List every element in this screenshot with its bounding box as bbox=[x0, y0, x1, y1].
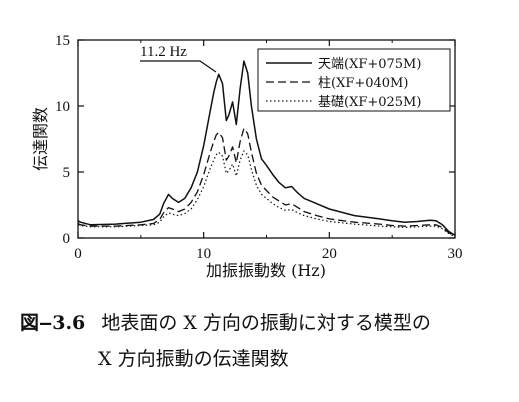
x-tick-label: 0 bbox=[74, 246, 82, 262]
y-tick-label: 5 bbox=[63, 165, 71, 181]
series-line-dotted bbox=[77, 150, 456, 238]
caption-line-2: X 方向振動の伝達関数 bbox=[98, 344, 289, 371]
y-tick-label: 0 bbox=[63, 231, 71, 247]
peak-annotation: 11.2 Hz bbox=[140, 44, 217, 73]
x-tick-label: 10 bbox=[196, 246, 211, 262]
y-axis-label: 伝達関数 bbox=[31, 107, 50, 171]
legend-label-tenbata: 天端(XF+075M) bbox=[318, 57, 421, 72]
caption-text-2: X 方向振動の伝達関数 bbox=[98, 348, 289, 370]
axis-ticks: 0 10 20 30 0 5 10 15 bbox=[55, 33, 463, 262]
legend-label-hashira: 柱(XF+040M) bbox=[318, 76, 408, 91]
caption-line-1: 図‒3.6 地表面の X 方向の振動に対する模型の bbox=[20, 308, 431, 335]
x-axis-label: 加振振動数 (Hz) bbox=[206, 261, 326, 280]
series-line-dashed bbox=[77, 127, 456, 237]
x-tick-label: 30 bbox=[448, 246, 463, 262]
series-line-solid bbox=[77, 60, 456, 237]
plot-frame bbox=[77, 39, 456, 239]
series-lines bbox=[77, 60, 456, 238]
y-tick-label: 10 bbox=[55, 99, 70, 115]
x-tick-label: 20 bbox=[322, 246, 337, 262]
caption-text-1: 地表面の X 方向の振動に対する模型の bbox=[101, 312, 431, 334]
legend: 天端(XF+075M) 柱(XF+040M) 基礎(XF+025M) bbox=[257, 48, 451, 112]
y-tick-label: 15 bbox=[55, 33, 70, 49]
peak-annotation-label: 11.2 Hz bbox=[140, 44, 187, 60]
peak-annotation-leader bbox=[140, 60, 217, 73]
legend-label-kiso: 基礎(XF+025M) bbox=[318, 95, 421, 110]
caption-figure-number: 図‒3.6 bbox=[20, 312, 86, 334]
